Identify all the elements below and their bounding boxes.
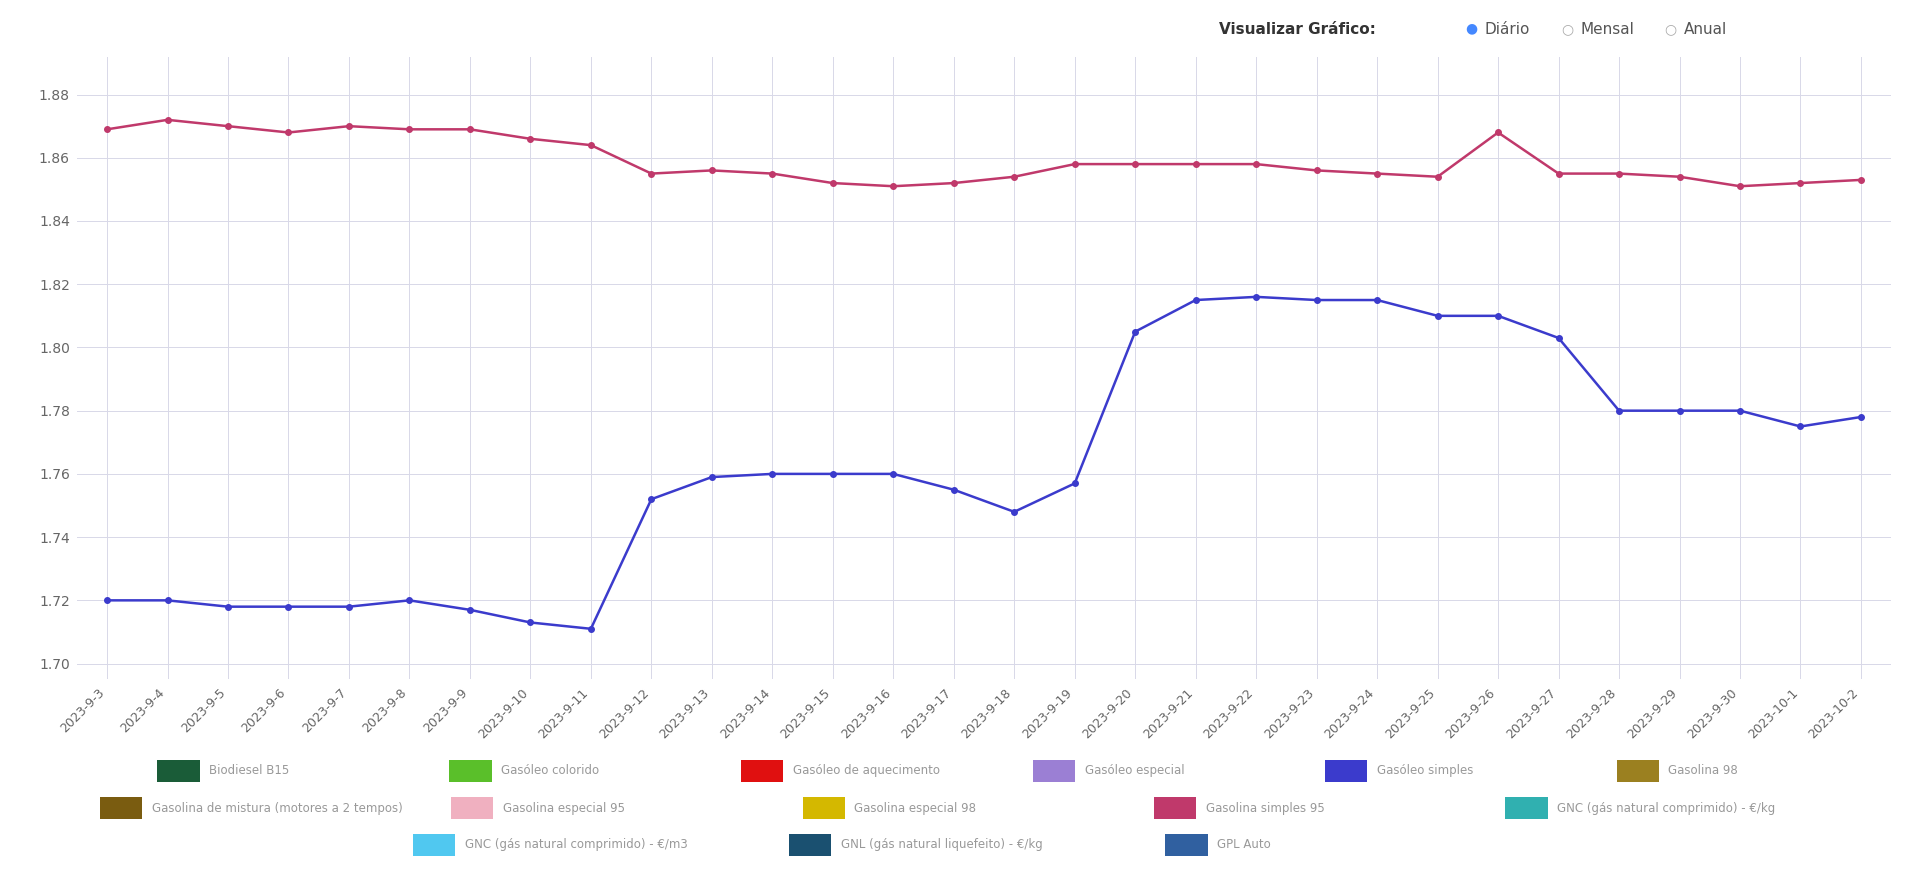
Text: Gasolina 98: Gasolina 98 — [1668, 765, 1738, 777]
Text: GNL (gás natural liquefeito) - €/kg: GNL (gás natural liquefeito) - €/kg — [841, 839, 1043, 851]
Text: Gasóleo colorido: Gasóleo colorido — [501, 765, 599, 777]
Text: Anual: Anual — [1684, 22, 1728, 37]
Text: Gasolina especial 95: Gasolina especial 95 — [503, 802, 626, 814]
Text: Gasóleo de aquecimento: Gasóleo de aquecimento — [793, 765, 941, 777]
Text: Gasóleo simples: Gasóleo simples — [1377, 765, 1473, 777]
Text: ●: ● — [1465, 22, 1476, 36]
Text: GPL Auto: GPL Auto — [1217, 839, 1271, 851]
Text: Gasóleo especial: Gasóleo especial — [1085, 765, 1185, 777]
Text: Biodiesel B15: Biodiesel B15 — [209, 765, 290, 777]
Text: Gasolina especial 98: Gasolina especial 98 — [854, 802, 977, 814]
Text: Diário: Diário — [1484, 22, 1530, 37]
Text: Gasolina de mistura (motores a 2 tempos): Gasolina de mistura (motores a 2 tempos) — [152, 802, 403, 814]
Text: Gasolina simples 95: Gasolina simples 95 — [1206, 802, 1325, 814]
Text: Mensal: Mensal — [1580, 22, 1634, 37]
Text: GNC (gás natural comprimido) - €/kg: GNC (gás natural comprimido) - €/kg — [1557, 802, 1776, 814]
Text: ○: ○ — [1665, 22, 1676, 36]
Text: Visualizar Gráfico:: Visualizar Gráfico: — [1219, 22, 1377, 37]
Text: ○: ○ — [1561, 22, 1572, 36]
Text: GNC (gás natural comprimido) - €/m3: GNC (gás natural comprimido) - €/m3 — [465, 839, 687, 851]
